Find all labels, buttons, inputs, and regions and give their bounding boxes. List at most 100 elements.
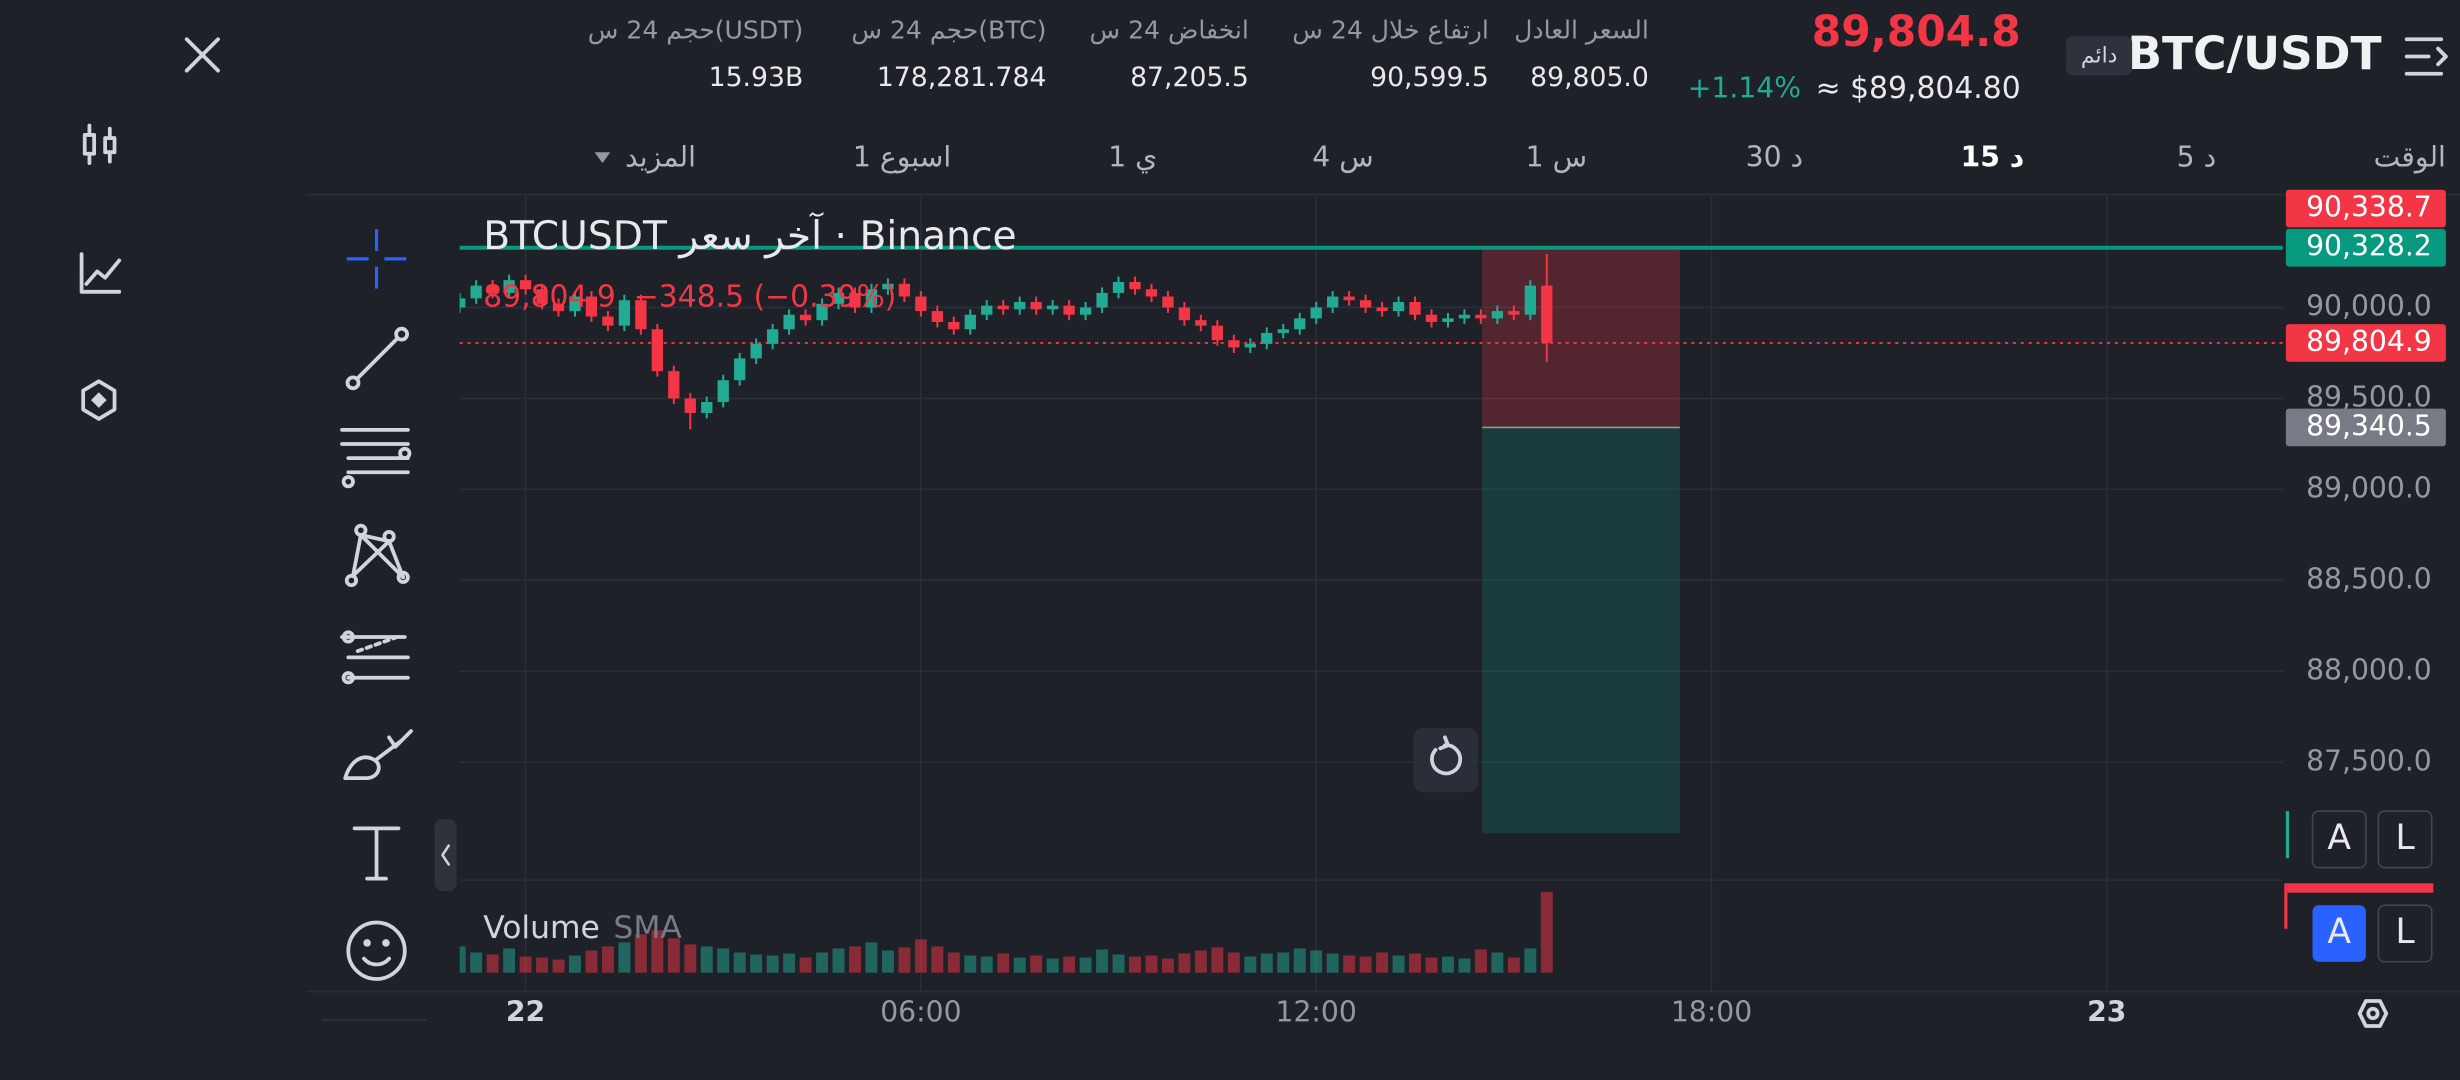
volume-bar — [783, 953, 796, 973]
usd-price: ≈ $89,804.80 — [1816, 71, 2021, 106]
prediction-tool[interactable] — [340, 630, 410, 685]
scale-button-bg[interactable] — [2377, 904, 2433, 963]
candle-body — [1162, 296, 1174, 308]
stat-label: حجم 24 س(BTC) — [851, 15, 1046, 45]
candle-body — [1079, 307, 1092, 315]
volume-bar — [997, 953, 1010, 973]
candle-body — [1195, 320, 1207, 326]
volume-bar — [1194, 950, 1207, 973]
line-tool[interactable] — [345, 326, 410, 391]
volume-bar — [1310, 950, 1323, 973]
y-tick-label: 87,500.0 — [2306, 744, 2432, 777]
x-tick-label: 23 — [2087, 996, 2126, 1029]
candle-body — [1508, 311, 1520, 315]
change: +1.14% — [1688, 71, 1801, 104]
candle-body — [635, 300, 647, 330]
pair[interactable]: BTC/USDT — [2127, 27, 2381, 80]
volume-bar — [1129, 956, 1141, 973]
fib-tool[interactable] — [340, 427, 412, 489]
candle-body — [1129, 281, 1141, 290]
candle-body — [849, 292, 861, 308]
candle-body — [1277, 329, 1289, 333]
timeframe[interactable]: 5 د — [2177, 140, 2217, 173]
timeframe[interactable]: 30 د — [1746, 140, 1803, 173]
candle-body — [1343, 296, 1355, 301]
crosshair-tool[interactable] — [346, 229, 407, 289]
timeframe[interactable]: 4 س — [1312, 140, 1373, 173]
candle-body — [948, 322, 960, 330]
candle-body — [783, 314, 795, 330]
price-label-bg — [2285, 408, 2446, 447]
pattern-tool[interactable] — [344, 523, 410, 588]
candle-body — [750, 343, 762, 359]
timeframe[interactable]: 1 ي — [1108, 140, 1157, 173]
candles-icon[interactable] — [82, 123, 117, 166]
candle-body — [1112, 281, 1125, 293]
text-tool[interactable] — [352, 826, 401, 881]
timeframe[interactable]: 1 اسبوع — [853, 140, 951, 173]
candle-body — [470, 285, 482, 299]
scale-button[interactable]: A — [2327, 818, 2351, 858]
volume-bar — [1161, 958, 1174, 973]
reset-icon[interactable] — [1430, 735, 1463, 776]
price-label-bg — [2285, 228, 2446, 267]
candle-body — [1228, 340, 1240, 348]
candle-body — [1392, 301, 1405, 312]
candle-body — [651, 329, 663, 372]
y-tick-label: 88,000.0 — [2306, 653, 2432, 686]
price-label-bg — [2285, 324, 2446, 362]
scale-button[interactable]: A — [2327, 912, 2351, 952]
volume-bars — [459, 891, 1553, 973]
candle-body — [799, 314, 812, 321]
indicators-icon[interactable] — [79, 252, 122, 294]
menu-icon[interactable] — [2404, 37, 2448, 76]
emoji-tool[interactable] — [346, 920, 407, 981]
more-arrow[interactable] — [594, 152, 611, 164]
scale-button[interactable]: L — [2395, 818, 2415, 858]
brush-tool[interactable] — [343, 729, 413, 781]
stat-value: 89,805.0 — [1530, 62, 1649, 93]
reset-button[interactable] — [1413, 727, 1478, 793]
y-tick-label: 90,000.0 — [2306, 289, 2432, 322]
volume-bar — [536, 957, 548, 973]
scale-button-bg[interactable] — [2311, 810, 2367, 869]
volume-bar — [1244, 956, 1257, 973]
candle-body — [1310, 307, 1322, 319]
volume-bar — [914, 939, 927, 973]
volume-bar — [733, 952, 746, 973]
candle-body — [1261, 332, 1273, 344]
candle-body — [1178, 307, 1191, 321]
candle-body — [536, 289, 548, 304]
scale-buttons: A L A L — [2311, 810, 2433, 963]
timeframe: الوقت — [2374, 140, 2446, 173]
volume-bar — [700, 946, 713, 973]
scale-button-bg[interactable] — [2312, 905, 2366, 962]
stat-value: 15.93B — [709, 62, 804, 93]
time-axis: 22 06:00 12:00 18:00 23 — [506, 996, 2127, 1029]
volume-bar — [470, 952, 483, 973]
reset-bg[interactable] — [1413, 727, 1478, 793]
volume-bar — [1079, 957, 1092, 973]
last-price: 89,804.8 — [1812, 7, 2021, 56]
volume-bar — [1293, 948, 1306, 973]
timeframe[interactable]: المزيد — [625, 140, 696, 173]
collapse-arrow[interactable] — [441, 844, 450, 866]
settings-button[interactable] — [2357, 999, 2389, 1028]
volume-bar — [1458, 958, 1471, 973]
scale-button[interactable]: L — [2395, 912, 2415, 952]
close-button[interactable] — [184, 37, 220, 73]
volume-bar — [1013, 957, 1026, 973]
volume-bar — [717, 948, 730, 973]
collapse-tab[interactable] — [434, 818, 457, 892]
volume-bar — [947, 952, 960, 973]
x-tick-label: 22 — [506, 996, 545, 1029]
scale-button-bg[interactable] — [2377, 810, 2433, 869]
volume-bar — [601, 946, 614, 973]
timeframe[interactable]: 15 د — [1961, 140, 2025, 173]
candles — [459, 254, 1553, 430]
candle-body — [1327, 296, 1339, 308]
volume-bar — [569, 955, 581, 973]
timeframe[interactable]: 1 س — [1526, 140, 1587, 173]
